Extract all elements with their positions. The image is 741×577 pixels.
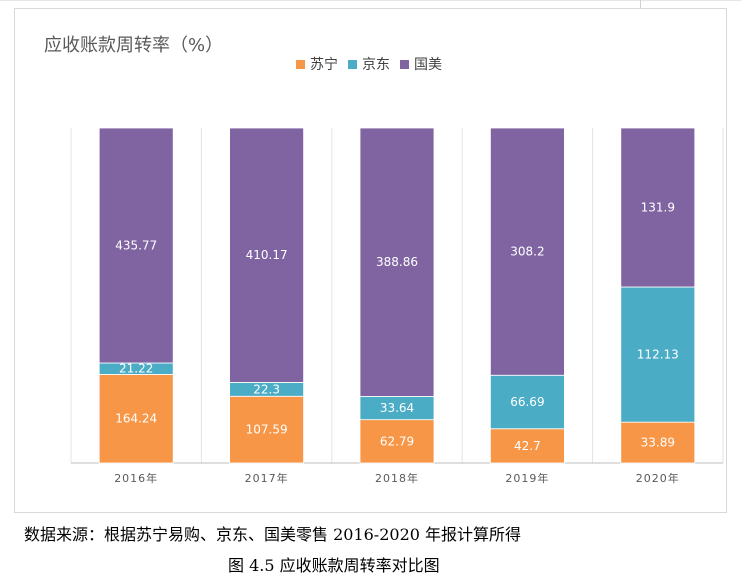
- x-tick-label-3: 2019年: [505, 471, 549, 485]
- value-label-gome-3: 308.2: [510, 245, 544, 259]
- legend-item-gome: 国美: [400, 54, 442, 74]
- value-label-jd-1: 22.3: [253, 382, 280, 396]
- value-label-gome-4: 131.9: [641, 200, 675, 214]
- top-border-tick: [640, 0, 641, 8]
- chart-legend: 苏宁 京东 国美: [296, 54, 442, 74]
- source-caption: 数据来源：根据苏宁易购、京东、国美零售 2016-2020 年报计算所得: [24, 525, 522, 544]
- value-label-gome-0: 435.77: [115, 238, 157, 252]
- x-tick-label-0: 2016年: [114, 471, 158, 485]
- value-label-suning-0: 164.24: [115, 412, 157, 426]
- value-label-jd-0: 21.22: [119, 362, 153, 376]
- legend-label-jd: 京东: [362, 57, 390, 73]
- legend-item-jd: 京东: [348, 54, 390, 74]
- value-label-gome-1: 410.17: [246, 248, 288, 262]
- legend-item-suning: 苏宁: [296, 54, 338, 74]
- value-label-suning-2: 62.79: [380, 434, 414, 448]
- bar-gome-1: [229, 127, 305, 383]
- value-label-suning-3: 42.7: [514, 439, 541, 453]
- figure-caption: 图 4.5 应收账款周转率对比图: [228, 556, 440, 575]
- legend-label-gome: 国美: [414, 57, 442, 73]
- legend-swatch-jd: [348, 59, 357, 69]
- x-tick-label-4: 2020年: [636, 471, 680, 485]
- value-label-suning-4: 33.89: [641, 436, 675, 450]
- legend-label-suning: 苏宁: [310, 57, 338, 73]
- value-label-gome-2: 388.86: [376, 255, 418, 269]
- value-label-jd-3: 66.69: [510, 395, 544, 409]
- bar-gome-4: [620, 127, 696, 288]
- value-label-jd-4: 112.13: [637, 348, 679, 362]
- value-label-suning-1: 107.59: [246, 423, 288, 437]
- top-border-line: [0, 0, 741, 1]
- bar-gome-3: [489, 127, 565, 376]
- bar-suning-3: [489, 428, 565, 464]
- x-tick-label-1: 2017年: [245, 471, 289, 485]
- legend-swatch-gome: [400, 59, 409, 69]
- bar-suning-2: [359, 419, 435, 464]
- chart-title: 应收账款周转率（%）: [44, 35, 224, 56]
- bar-suning-1: [229, 395, 305, 464]
- bar-gome-2: [359, 127, 435, 397]
- bar-gome-0: [98, 127, 174, 364]
- x-tick-label-2: 2018年: [375, 471, 419, 485]
- bar-suning-0: [98, 374, 174, 464]
- stacked-bar-chart: 164.24 21.22 435.77 2016年 107.59 22.3 410.17 20…: [70, 127, 724, 485]
- legend-swatch-suning: [296, 59, 305, 69]
- value-label-jd-2: 33.64: [380, 401, 414, 415]
- bar-jd-3: [489, 374, 565, 430]
